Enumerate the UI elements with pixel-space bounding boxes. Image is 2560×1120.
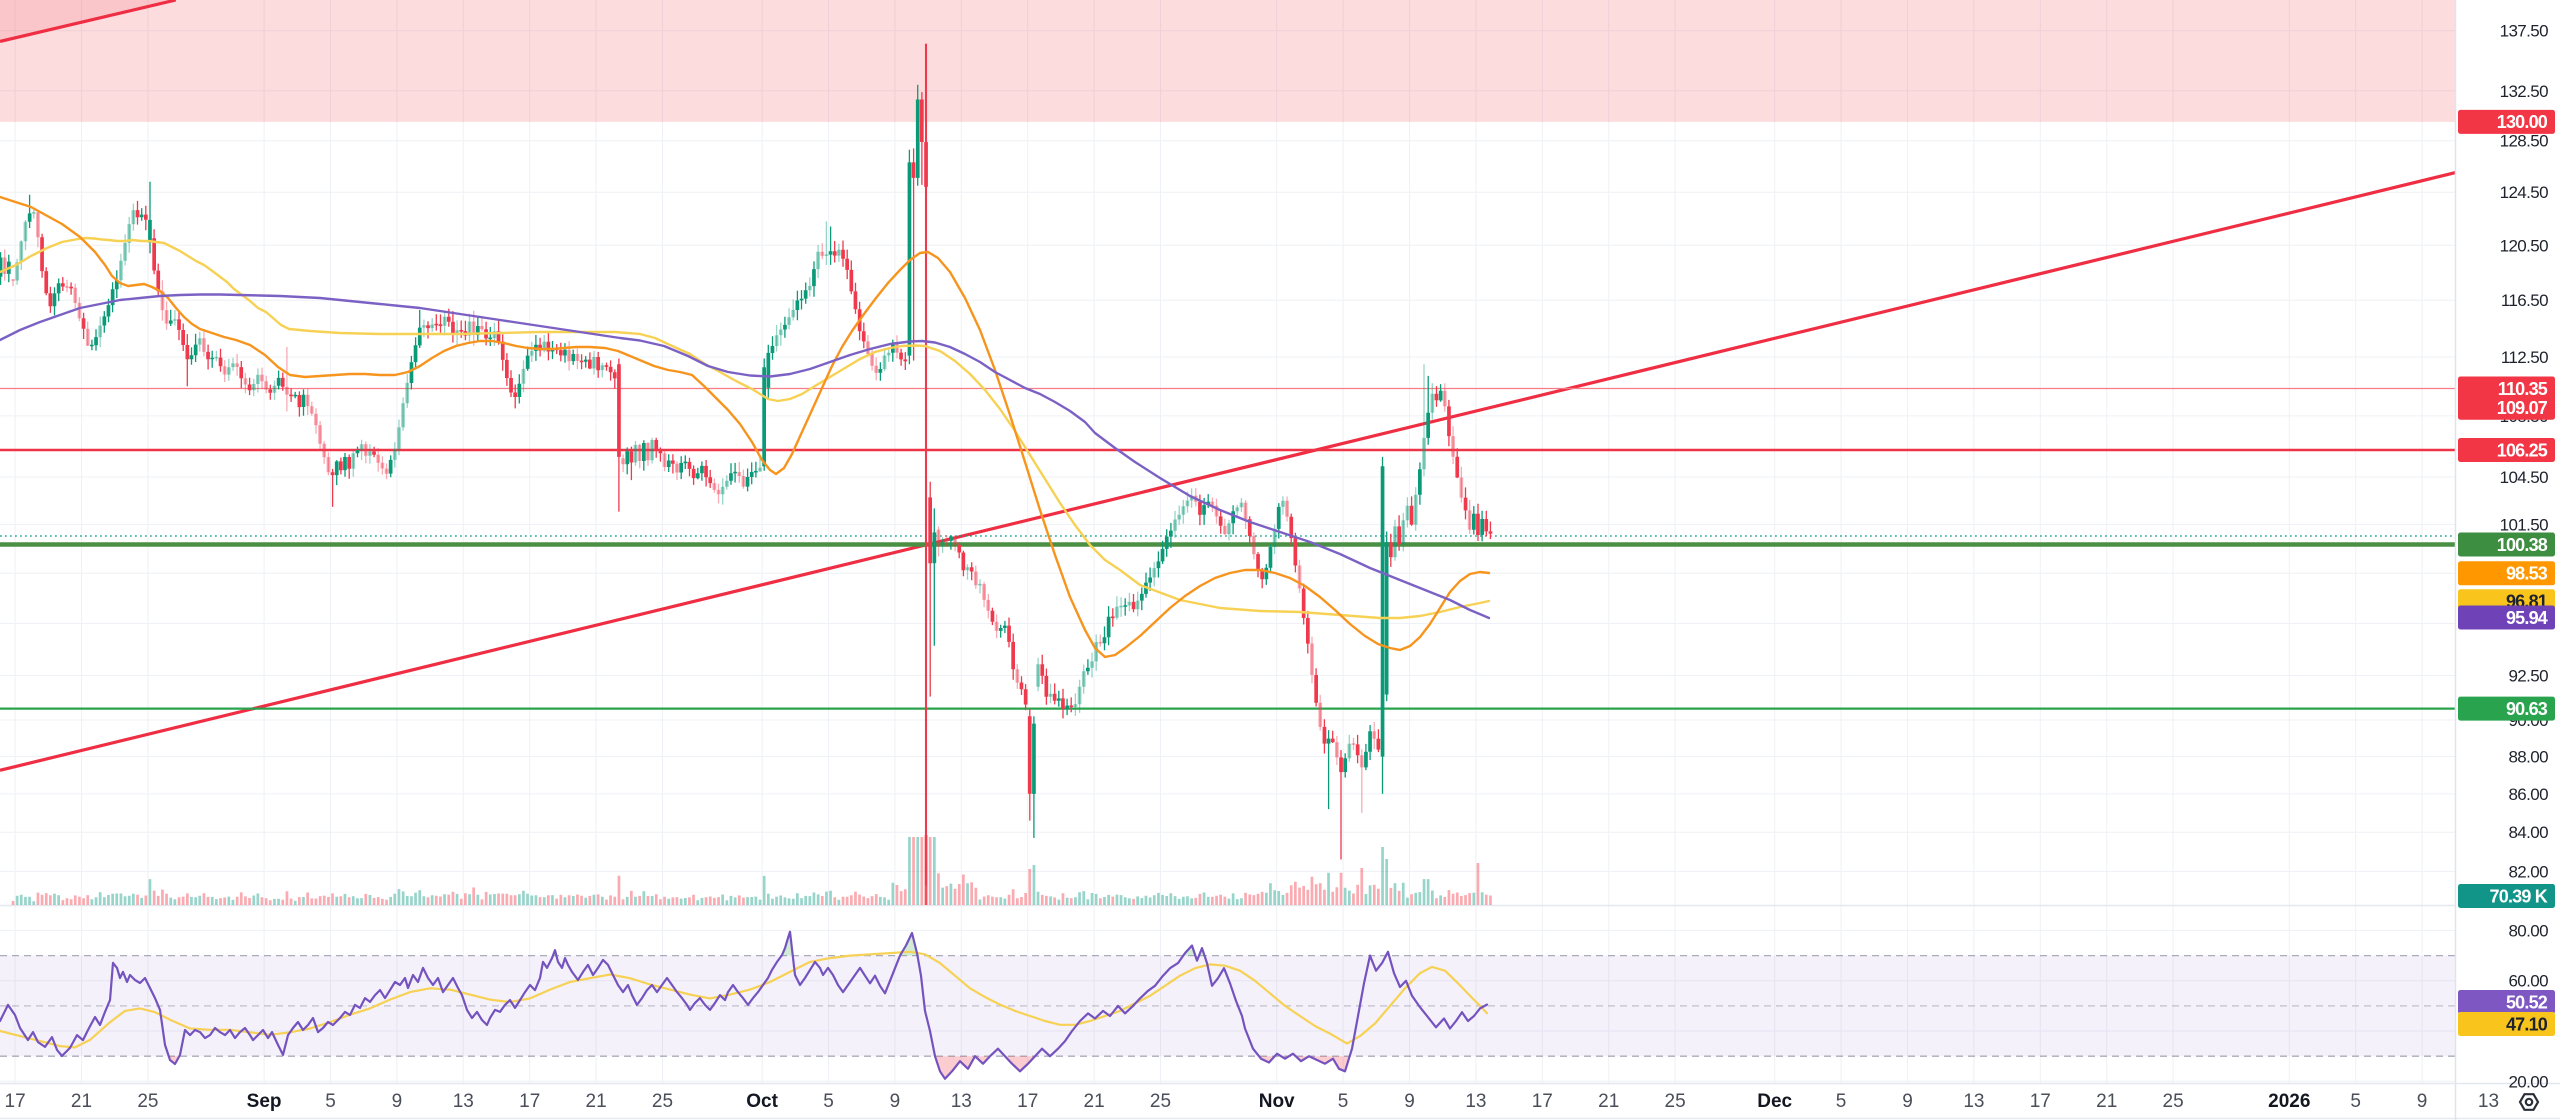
svg-text:9: 9 [890, 1091, 901, 1112]
svg-text:20.00: 20.00 [2508, 1072, 2548, 1091]
svg-text:9: 9 [392, 1091, 403, 1112]
svg-text:50.52: 50.52 [2506, 992, 2548, 1012]
svg-text:Sep: Sep [247, 1091, 282, 1112]
svg-text:70.39 K: 70.39 K [2490, 886, 2548, 906]
svg-text:17: 17 [2030, 1091, 2051, 1112]
svg-text:120.50: 120.50 [2500, 236, 2549, 255]
svg-text:13: 13 [453, 1091, 474, 1112]
svg-text:101.50: 101.50 [2500, 515, 2549, 534]
svg-text:5: 5 [1836, 1091, 1847, 1112]
svg-text:13: 13 [1465, 1091, 1486, 1112]
svg-text:112.50: 112.50 [2501, 348, 2548, 367]
svg-text:80.00: 80.00 [2508, 921, 2548, 940]
svg-text:25: 25 [652, 1091, 673, 1112]
svg-text:25: 25 [137, 1091, 158, 1112]
svg-text:106.25: 106.25 [2497, 440, 2548, 460]
svg-text:60.00: 60.00 [2508, 972, 2548, 991]
svg-text:5: 5 [2350, 1091, 2361, 1112]
svg-text:130.00: 130.00 [2497, 112, 2548, 132]
svg-text:84.00: 84.00 [2508, 823, 2548, 842]
svg-text:90.63: 90.63 [2506, 699, 2548, 719]
svg-text:21: 21 [2096, 1091, 2117, 1112]
svg-text:47.10: 47.10 [2506, 1014, 2548, 1034]
svg-text:17: 17 [1017, 1091, 1038, 1112]
svg-text:17: 17 [5, 1091, 26, 1112]
svg-text:5: 5 [1338, 1091, 1349, 1112]
svg-text:110.35: 110.35 [2498, 379, 2548, 399]
svg-text:25: 25 [1150, 1091, 1171, 1112]
svg-text:95.94: 95.94 [2506, 608, 2548, 628]
svg-text:116.50: 116.50 [2501, 291, 2548, 310]
svg-text:2026: 2026 [2268, 1091, 2310, 1112]
svg-text:128.50: 128.50 [2500, 132, 2549, 151]
svg-text:25: 25 [1665, 1091, 1686, 1112]
svg-text:13: 13 [951, 1091, 972, 1112]
svg-text:17: 17 [1532, 1091, 1553, 1112]
svg-text:25: 25 [2163, 1091, 2184, 1112]
svg-text:92.50: 92.50 [2508, 666, 2548, 685]
svg-text:124.50: 124.50 [2500, 183, 2549, 202]
svg-text:104.50: 104.50 [2500, 468, 2549, 487]
svg-text:Dec: Dec [1757, 1091, 1792, 1112]
svg-text:109.07: 109.07 [2497, 398, 2548, 418]
svg-text:5: 5 [823, 1091, 834, 1112]
svg-text:Oct: Oct [746, 1091, 778, 1112]
svg-text:86.00: 86.00 [2508, 785, 2548, 804]
svg-text:5: 5 [325, 1091, 336, 1112]
svg-text:98.53: 98.53 [2506, 564, 2548, 584]
svg-text:9: 9 [2417, 1091, 2428, 1112]
svg-text:132.50: 132.50 [2500, 82, 2549, 101]
svg-text:21: 21 [1084, 1091, 1105, 1112]
svg-text:82.00: 82.00 [2508, 862, 2548, 881]
svg-text:21: 21 [1598, 1091, 1619, 1112]
svg-text:100.38: 100.38 [2497, 535, 2548, 555]
svg-text:Nov: Nov [1259, 1091, 1295, 1112]
svg-text:17: 17 [519, 1091, 540, 1112]
svg-text:13: 13 [2478, 1091, 2499, 1112]
svg-text:9: 9 [1404, 1091, 1415, 1112]
svg-text:9: 9 [1902, 1091, 1913, 1112]
svg-text:21: 21 [71, 1091, 92, 1112]
svg-text:137.50: 137.50 [2500, 22, 2549, 41]
svg-text:13: 13 [1963, 1091, 1984, 1112]
svg-text:21: 21 [586, 1091, 607, 1112]
svg-text:88.00: 88.00 [2508, 748, 2548, 767]
